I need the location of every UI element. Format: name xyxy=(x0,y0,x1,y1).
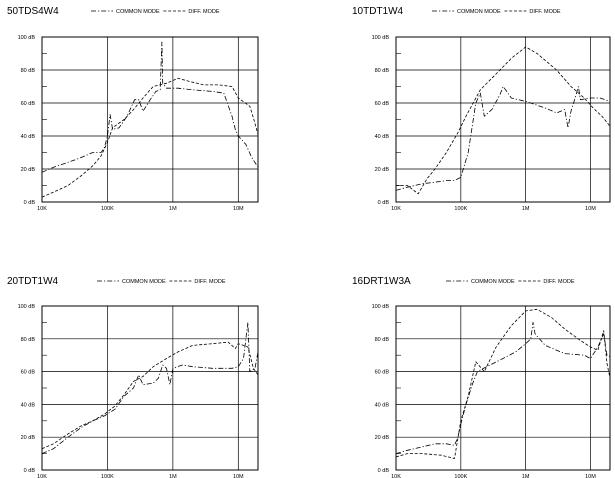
chart-title: 20TDT1W4 xyxy=(7,276,59,287)
legend-label: COMMON MODE xyxy=(457,9,501,15)
y-tick-label: 100 dB xyxy=(18,304,36,310)
chart-title: 50TDS4W4 xyxy=(7,6,59,17)
y-tick-label: 60 dB xyxy=(21,101,36,107)
y-tick-label: 100 dB xyxy=(18,35,36,41)
chart-panel: 20TDT1W4 COMMON MODE DIFF. MODE 0 dB 20 dB 40… xyxy=(7,276,259,478)
y-tick-label: 20 dB xyxy=(375,435,390,441)
y-tick-label: 40 dB xyxy=(375,402,390,408)
series-line-common-mode xyxy=(395,321,611,454)
y-tick-label: 20 dB xyxy=(21,435,36,441)
x-tick-label: 1M xyxy=(522,206,530,212)
y-tick-label: 80 dB xyxy=(375,68,390,74)
series-line-diff-mode xyxy=(41,341,259,450)
x-tick-label: 100K xyxy=(454,474,467,478)
y-tick-label: 0 dB xyxy=(24,200,36,206)
chart-title: 10TDT1W4 xyxy=(352,6,404,17)
series-line-common-mode xyxy=(41,321,259,454)
y-tick-label: 40 dB xyxy=(21,402,36,408)
legend-label: DIFF. MODE xyxy=(188,9,219,15)
x-tick-label: 1M xyxy=(169,474,177,478)
y-tick-label: 20 dB xyxy=(21,167,36,173)
plot-frame xyxy=(41,305,259,471)
series-line-diff-mode xyxy=(395,308,611,459)
plot-frame xyxy=(395,305,611,471)
y-tick-label: 80 dB xyxy=(21,337,36,343)
y-tick-label: 0 dB xyxy=(378,200,390,206)
legend-label: DIFF. MODE xyxy=(529,9,560,15)
y-tick-label: 20 dB xyxy=(375,167,390,173)
series-line-common-mode xyxy=(41,41,259,173)
legend-label: COMMON MODE xyxy=(122,279,166,285)
x-tick-label: 10K xyxy=(391,206,401,212)
y-tick-label: 40 dB xyxy=(375,134,390,140)
y-tick-label: 0 dB xyxy=(24,468,36,474)
legend-label: COMMON MODE xyxy=(116,9,160,15)
chart-panel: 10TDT1W4 COMMON MODE DIFF. MODE 0 dB 20 dB 40… xyxy=(352,6,611,212)
x-tick-label: 10K xyxy=(37,206,47,212)
legend-label: DIFF. MODE xyxy=(194,279,225,285)
chart-panel: 50TDS4W4 COMMON MODE DIFF. MODE 0 dB 20 dB 40… xyxy=(7,6,259,212)
y-tick-label: 0 dB xyxy=(378,468,390,474)
chart-title: 16DRT1W3A xyxy=(352,276,411,287)
chart-panel: 16DRT1W3A COMMON MODE DIFF. MODE 0 dB 20 dB 4… xyxy=(352,276,611,478)
y-tick-label: 60 dB xyxy=(375,101,390,107)
x-tick-label: 100K xyxy=(101,474,114,478)
x-tick-label: 10K xyxy=(391,474,401,478)
y-tick-label: 60 dB xyxy=(21,370,36,376)
x-tick-label: 10K xyxy=(37,474,47,478)
x-tick-label: 100K xyxy=(101,206,114,212)
x-tick-label: 1M xyxy=(169,206,177,212)
x-tick-label: 100K xyxy=(454,206,467,212)
x-tick-label: 1M xyxy=(522,474,530,478)
x-tick-label: 10M xyxy=(233,474,244,478)
x-tick-label: 10M xyxy=(585,474,596,478)
x-tick-label: 10M xyxy=(585,206,596,212)
series-line-diff-mode xyxy=(41,77,259,198)
x-tick-label: 10M xyxy=(233,206,244,212)
y-tick-label: 80 dB xyxy=(375,337,390,343)
y-tick-label: 80 dB xyxy=(21,68,36,74)
y-tick-label: 100 dB xyxy=(372,35,390,41)
series-line-common-mode xyxy=(395,86,611,191)
y-tick-label: 60 dB xyxy=(375,370,390,376)
series-line-diff-mode xyxy=(396,46,611,195)
plot-frame xyxy=(395,36,611,203)
y-tick-label: 100 dB xyxy=(372,304,390,310)
legend-label: COMMON MODE xyxy=(471,279,515,285)
y-tick-label: 40 dB xyxy=(21,134,36,140)
legend-label: DIFF. MODE xyxy=(543,279,574,285)
plot-frame xyxy=(41,36,259,203)
